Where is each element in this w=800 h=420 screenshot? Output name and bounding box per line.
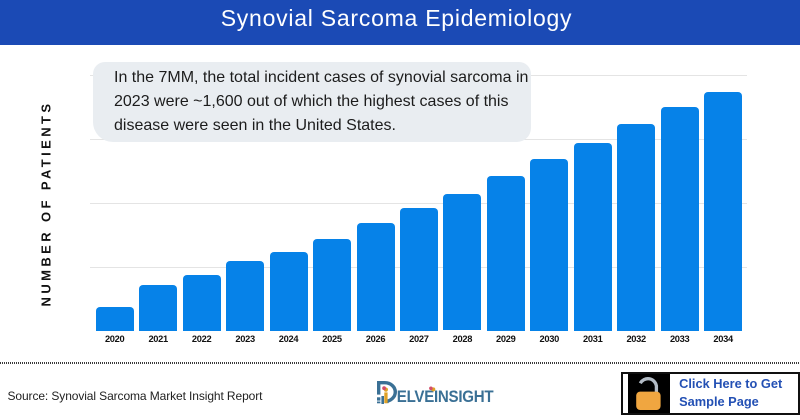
svg-text:ELVEINSIGHT: ELVEINSIGHT [397, 388, 494, 405]
